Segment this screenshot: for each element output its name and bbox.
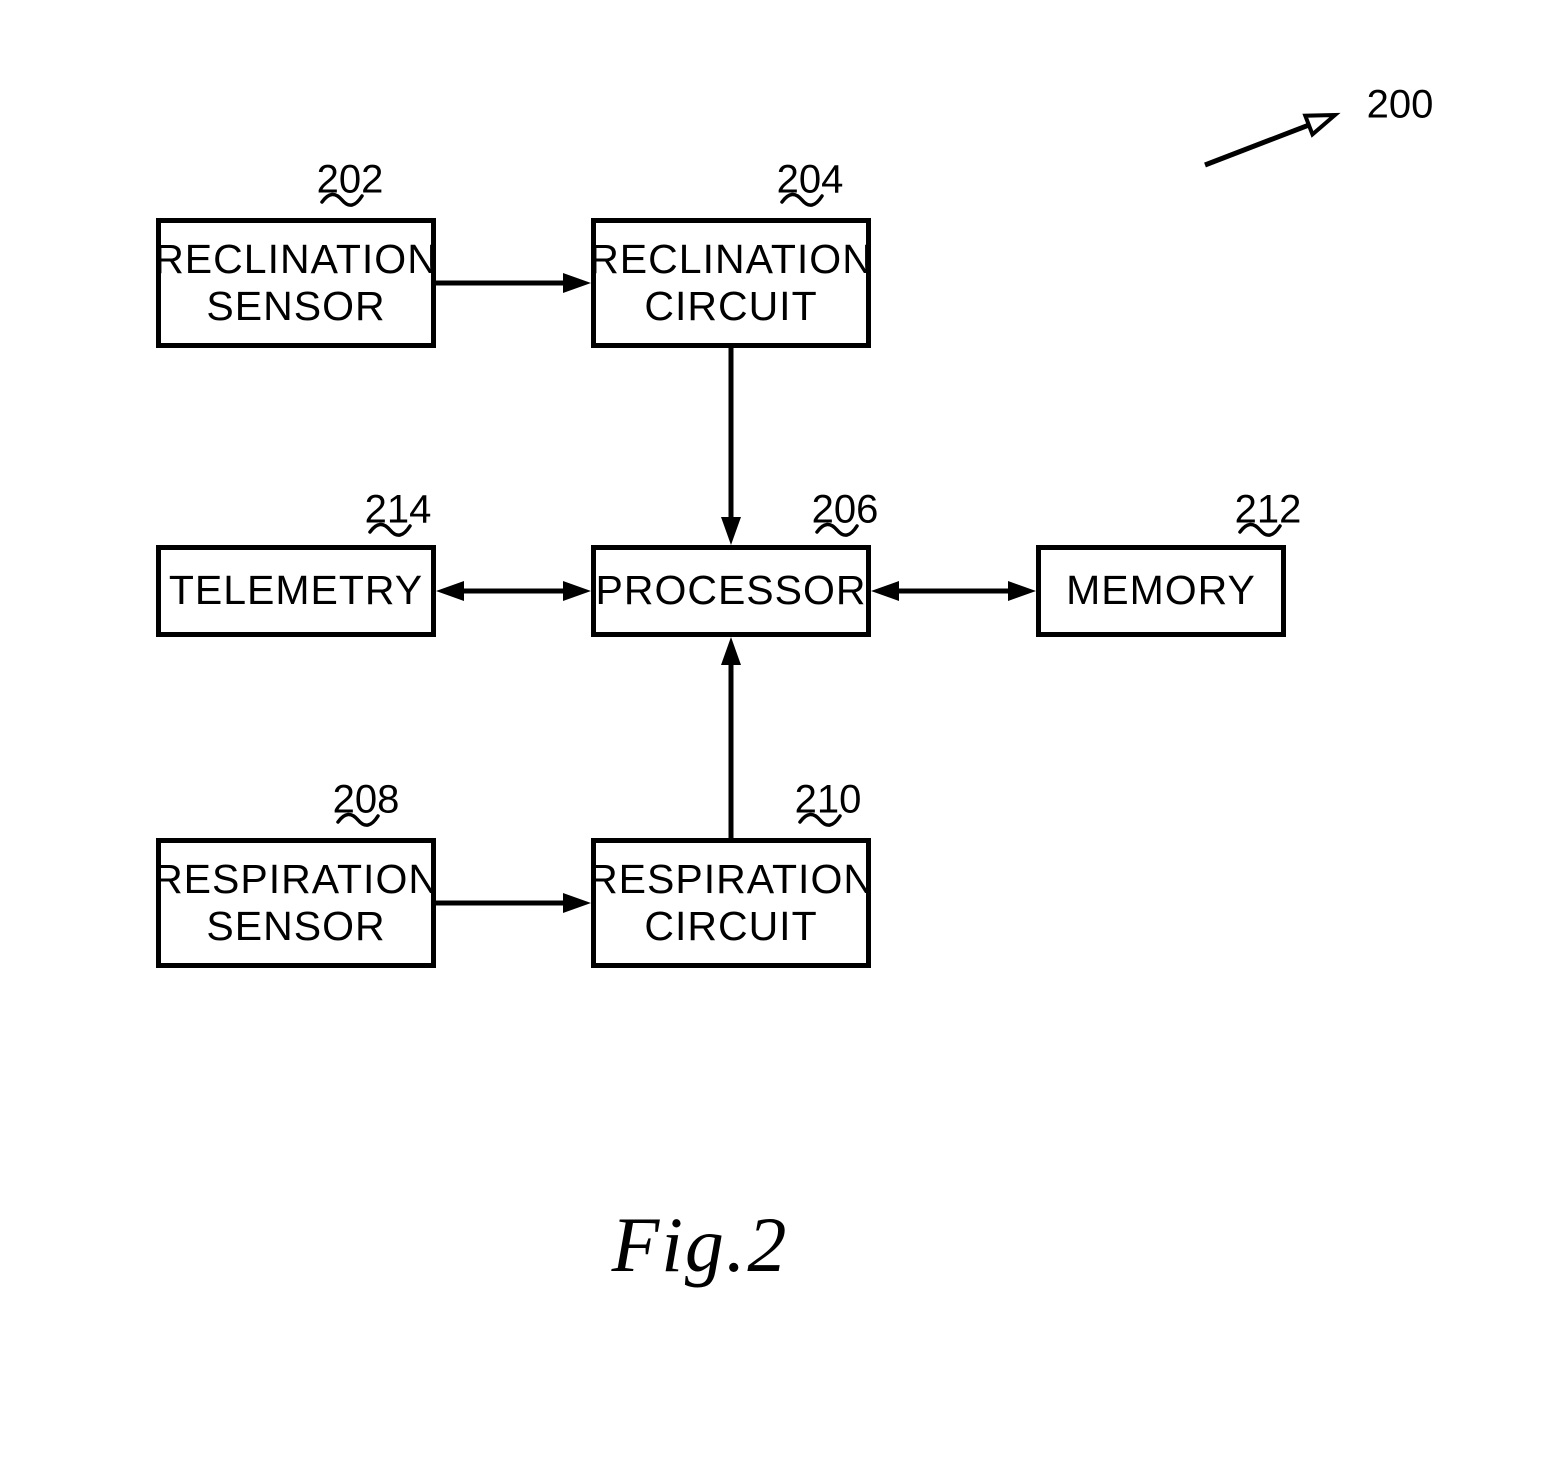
- memory-line1: MEMORY: [1066, 567, 1256, 614]
- reclination-sensor-line1: RECLINATION: [154, 236, 438, 283]
- ref-206: 206: [812, 488, 879, 533]
- respiration-circuit-line1: RESPIRATION: [588, 856, 874, 903]
- ref-210: 210: [795, 778, 862, 823]
- reclination-circuit-line2: CIRCUIT: [644, 283, 817, 330]
- ref-204: 204: [777, 158, 844, 203]
- ref-214: 214: [365, 488, 432, 533]
- respiration-sensor-line1: RESPIRATION: [153, 856, 439, 903]
- reclination-sensor-box: RECLINATION SENSOR: [156, 218, 436, 348]
- respiration-circuit-box: RESPIRATION CIRCUIT: [591, 838, 871, 968]
- reclination-sensor-line2: SENSOR: [206, 283, 385, 330]
- figure-stage: RECLINATION SENSOR RECLINATION CIRCUIT P…: [0, 0, 1563, 1476]
- telemetry-line1: TELEMETRY: [169, 567, 423, 614]
- memory-box: MEMORY: [1036, 545, 1286, 637]
- ref-202: 202: [317, 158, 384, 203]
- respiration-sensor-box: RESPIRATION SENSOR: [156, 838, 436, 968]
- processor-line1: PROCESSOR: [596, 567, 867, 614]
- reclination-circuit-line1: RECLINATION: [589, 236, 873, 283]
- ref-200: 200: [1367, 83, 1434, 128]
- processor-box: PROCESSOR: [591, 545, 871, 637]
- ref-208: 208: [333, 778, 400, 823]
- respiration-sensor-line2: SENSOR: [206, 903, 385, 950]
- telemetry-box: TELEMETRY: [156, 545, 436, 637]
- figure-caption: Fig.2: [612, 1200, 789, 1290]
- respiration-circuit-line2: CIRCUIT: [644, 903, 817, 950]
- ref-212: 212: [1235, 488, 1302, 533]
- reclination-circuit-box: RECLINATION CIRCUIT: [591, 218, 871, 348]
